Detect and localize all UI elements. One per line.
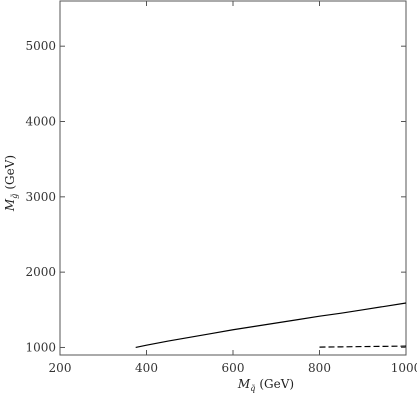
x-axis-label-unit: (GeV) bbox=[259, 377, 294, 391]
x-tick-label: 800 bbox=[308, 361, 331, 375]
x-axis-label-main: M bbox=[237, 377, 251, 391]
series-line-solid bbox=[135, 302, 407, 349]
x-axis-label: Mq̃ (GeV) bbox=[237, 377, 294, 393]
y-axis-label: Mg̃ (GeV) bbox=[3, 155, 19, 212]
y-axis-label-unit: (GeV) bbox=[3, 155, 17, 190]
axis-ticks bbox=[59, 1, 407, 355]
plot-frame bbox=[59, 0, 407, 356]
x-tick-label: 200 bbox=[49, 361, 72, 375]
y-axis-label-main: M bbox=[3, 198, 17, 212]
series-line-dashed bbox=[319, 345, 407, 348]
x-tick-label: 600 bbox=[222, 361, 245, 375]
y-axis-label-sub: g̃ bbox=[10, 194, 19, 199]
y-tick-label: 3000 bbox=[25, 190, 56, 204]
x-tick-label: 1000 bbox=[391, 361, 417, 375]
x-tick-label: 400 bbox=[135, 361, 158, 375]
y-tick-label: 5000 bbox=[25, 39, 56, 53]
y-tick-label: 2000 bbox=[25, 265, 56, 279]
y-tick-label: 4000 bbox=[25, 115, 56, 129]
x-axis-label-sub: q̃ bbox=[250, 384, 255, 393]
axis-tick-labels: 200 400 600 800 1000 1000 2000 3000 4000 5000 bbox=[25, 39, 417, 375]
y-tick-label: 1000 bbox=[25, 340, 56, 354]
data-series bbox=[135, 302, 407, 349]
